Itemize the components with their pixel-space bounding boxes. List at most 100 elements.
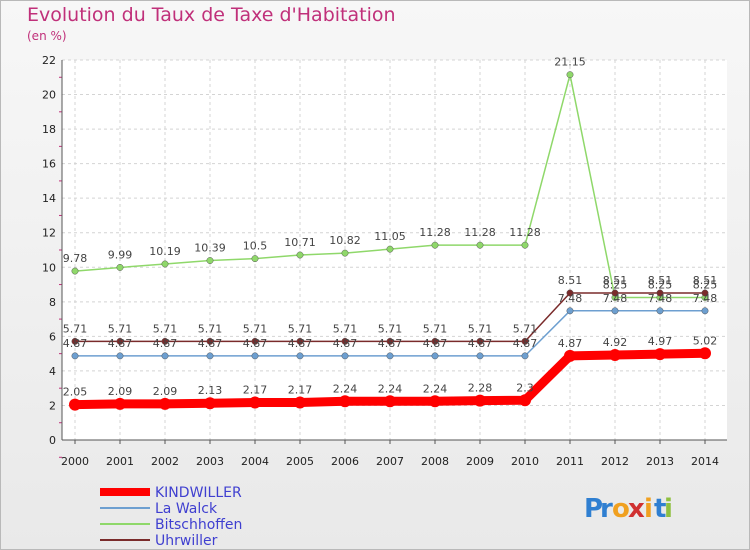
data-label: 11.05 — [374, 230, 406, 243]
data-label: 10.39 — [194, 242, 226, 255]
x-tick-label: 2012 — [601, 455, 629, 468]
data-label: 2.3 — [516, 381, 534, 394]
data-point — [564, 349, 576, 362]
data-point — [159, 397, 171, 410]
data-label: 4.87 — [198, 337, 223, 350]
x-tick-label: 2001 — [106, 455, 134, 468]
proxiti-logo: Pr ox i ti — [584, 494, 673, 524]
data-label: 10.19 — [149, 245, 181, 258]
y-tick-label: 10 — [42, 261, 56, 274]
data-label: 8.51 — [558, 274, 583, 287]
data-label: 2.17 — [243, 384, 268, 397]
data-point — [701, 307, 709, 315]
data-label: 2.05 — [63, 386, 88, 399]
data-point — [566, 289, 574, 297]
y-tick-label: 20 — [42, 89, 56, 102]
x-tick-label: 2010 — [511, 455, 539, 468]
data-label: 4.87 — [378, 337, 403, 350]
data-point — [521, 241, 529, 249]
y-tick-label: 18 — [42, 123, 56, 136]
data-point — [161, 337, 169, 345]
data-label: 5.71 — [288, 322, 313, 335]
data-label: 2.24 — [423, 382, 448, 395]
data-label: 8.51 — [648, 274, 673, 287]
data-label: 5.71 — [198, 322, 223, 335]
chart-subtitle: (en %) — [27, 29, 67, 43]
data-point — [251, 337, 259, 345]
data-point — [341, 249, 349, 257]
data-point — [611, 289, 619, 297]
x-tick-label: 2009 — [466, 455, 494, 468]
x-tick-label: 2002 — [151, 455, 179, 468]
y-tick-label: 2 — [49, 399, 56, 412]
x-tick-label: 2011 — [556, 455, 584, 468]
data-label: 5.71 — [333, 322, 358, 335]
data-point — [341, 352, 349, 360]
data-point — [116, 352, 124, 360]
data-point — [339, 395, 351, 408]
data-point — [249, 396, 261, 409]
x-tick-label: 2005 — [286, 455, 314, 468]
x-tick-label: 2008 — [421, 455, 449, 468]
data-label: 5.71 — [378, 322, 403, 335]
data-point — [294, 396, 306, 409]
data-label: 5.71 — [108, 322, 133, 335]
data-label: 5.71 — [468, 322, 493, 335]
series-layer — [69, 71, 711, 411]
data-label: 8.51 — [603, 274, 628, 287]
brand-letter: t — [654, 494, 666, 524]
data-point — [431, 352, 439, 360]
data-point — [384, 395, 396, 408]
data-label: 10.71 — [284, 236, 316, 249]
y-tick-label: 16 — [42, 158, 56, 171]
brand-letter: i — [644, 494, 653, 524]
data-labels: 2.05 2.09 2.09 2.13 2.17 2.17 2.24 2.24 2.24 2.28… — [63, 56, 718, 399]
brand-letter: P — [584, 494, 603, 524]
data-point — [71, 267, 79, 275]
data-label: 7.48 — [648, 292, 673, 305]
data-label: 11.28 — [464, 226, 496, 239]
data-label: 8.25 — [603, 279, 628, 292]
data-point — [701, 289, 709, 297]
data-label: 4.87 — [423, 337, 448, 350]
data-label: 8.51 — [693, 274, 718, 287]
data-point — [71, 337, 79, 345]
data-label: 10.82 — [329, 234, 361, 247]
data-label: 5.71 — [513, 322, 538, 335]
data-point — [654, 348, 666, 361]
data-label: 9.78 — [63, 252, 88, 265]
data-point — [521, 337, 529, 345]
y-tick-label: 6 — [49, 330, 56, 343]
data-label: 4.87 — [63, 337, 88, 350]
data-label: 9.99 — [108, 248, 133, 261]
x-tick-label: 2006 — [331, 455, 359, 468]
data-point — [251, 352, 259, 360]
data-point — [114, 397, 126, 410]
data-point — [476, 241, 484, 249]
x-tick-label: 2000 — [61, 455, 89, 468]
data-point — [71, 352, 79, 360]
data-point — [566, 307, 574, 315]
x-tick-label: 2004 — [241, 455, 269, 468]
y-tick-label: 8 — [49, 296, 56, 309]
data-label: 8.25 — [648, 279, 673, 292]
y-tick-label: 14 — [42, 192, 56, 205]
data-label: 2.28 — [468, 382, 493, 395]
data-point — [429, 395, 441, 408]
data-point — [431, 337, 439, 345]
data-point — [386, 245, 394, 253]
data-point — [206, 337, 214, 345]
data-point — [296, 337, 304, 345]
chart-title: Evolution du Taux de Taxe d'Habitation — [27, 4, 396, 26]
data-label: 4.87 — [513, 337, 538, 350]
y-tick-label: 4 — [49, 365, 56, 378]
data-label: 2.24 — [333, 382, 358, 395]
data-label: 2.09 — [153, 385, 178, 398]
x-tick-label: 2014 — [691, 455, 719, 468]
y-tick-label: 0 — [49, 434, 56, 447]
data-label: 4.87 — [108, 337, 133, 350]
plot-area — [62, 60, 727, 440]
brand-letter: x — [628, 494, 645, 524]
data-label: 2.13 — [198, 384, 223, 397]
